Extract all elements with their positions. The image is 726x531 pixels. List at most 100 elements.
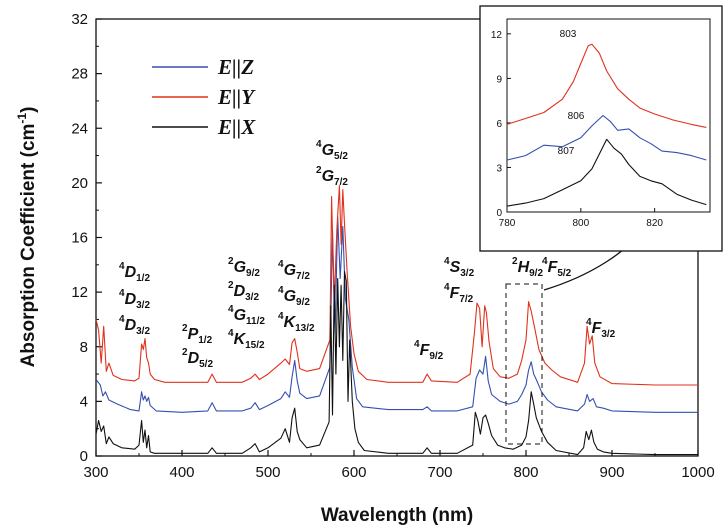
- transition-label: 4D3/2: [119, 314, 150, 337]
- transition-label: 4F3/2: [586, 317, 616, 340]
- transition-label-j: 3/2: [136, 300, 150, 311]
- transition-label-term: G: [234, 307, 246, 324]
- transition-label-term: G: [322, 142, 334, 159]
- inset-plot: 780 800 820 0 3 6 9 12 803 806 807: [479, 5, 723, 252]
- y-tick-label: 28: [71, 66, 88, 83]
- transition-label-j: 3/2: [460, 268, 474, 279]
- transition-label-term: K: [234, 331, 247, 348]
- transition-label: 4G9/2: [278, 285, 310, 308]
- transition-label-multiplicity: 2: [182, 323, 188, 334]
- transition-label-j: 11/2: [246, 316, 265, 327]
- transition-label-j: 5/2: [334, 151, 348, 162]
- transition-label-j: 3/2: [245, 292, 259, 303]
- transition-label: 2P1/2: [182, 323, 213, 346]
- transition-label-j: 1/2: [136, 273, 150, 284]
- transition-label-multiplicity: 4: [586, 317, 592, 328]
- inset-series-line-2: [506, 138, 707, 207]
- transition-label: 2G9/2: [228, 256, 260, 279]
- transition-label-multiplicity: 2: [512, 256, 518, 267]
- x-tick-label: 900: [599, 464, 624, 481]
- transition-label-multiplicity: 4: [444, 282, 450, 293]
- transition-label-term: G: [284, 288, 296, 305]
- inset-peak-labels: 803 806 807: [558, 29, 585, 157]
- transition-label-j: 9/2: [296, 297, 310, 308]
- transition-label-j: 3/2: [136, 326, 150, 337]
- transition-label-term: G: [322, 168, 334, 185]
- x-tick-label: 600: [341, 464, 366, 481]
- x-tick-labels: 300 400 500 600 700 800 900 1000: [83, 464, 714, 481]
- transition-label: 4G7/2: [278, 259, 310, 282]
- transition-label-multiplicity: 4: [278, 259, 284, 270]
- y-axis-title: Absorption Coefficient (cm-1): [15, 107, 39, 368]
- inset-y-tick-label: 6: [496, 119, 502, 130]
- series-line-2: [95, 271, 698, 456]
- inset-series-line-0: [506, 43, 707, 128]
- transition-label-j: 5/2: [199, 359, 213, 370]
- transition-label-term: P: [188, 326, 199, 343]
- y-tick-labels: 0 4 8 12 16 20 24 28 32: [71, 11, 88, 465]
- series-line-0: [95, 216, 698, 413]
- transition-label: 4K13/2: [278, 311, 315, 334]
- x-tick-label: 500: [255, 464, 280, 481]
- transition-label-j: 9/2: [529, 268, 543, 279]
- transition-label-multiplicity: 4: [542, 256, 548, 267]
- transition-label: 4F9/2: [414, 339, 444, 362]
- transition-label-multiplicity: 4: [228, 304, 234, 315]
- inset-x-tick-label: 780: [499, 218, 516, 229]
- inset-y-tick-label: 9: [496, 74, 502, 85]
- inset-peak-label: 806: [568, 111, 585, 122]
- transition-label-j: 13/2: [295, 323, 315, 334]
- inset-y-tick-label: 12: [491, 30, 503, 41]
- transition-label-multiplicity: 4: [414, 339, 420, 350]
- y-tick-label: 0: [80, 448, 88, 465]
- transition-label-j: 7/2: [459, 294, 473, 305]
- y-axis-title-close: ): [18, 107, 39, 113]
- transition-label-term: D: [188, 350, 200, 367]
- transition-label-j: 9/2: [429, 351, 443, 362]
- transition-label-term: F: [548, 259, 559, 276]
- transition-label-j: 3/2: [601, 329, 615, 340]
- y-tick-label: 32: [71, 11, 88, 28]
- inset-series-lines: [506, 43, 707, 207]
- zoom-region-box: [505, 283, 543, 445]
- inset-x-tick-label: 820: [646, 218, 663, 229]
- transition-label-j: 9/2: [246, 268, 260, 279]
- transition-label-multiplicity: 2: [228, 280, 234, 291]
- transition-label: 4G5/2: [316, 139, 348, 162]
- transition-label: 4G11/2: [228, 304, 265, 327]
- transition-label-j: 1/2: [198, 335, 212, 346]
- inset-y-tick-label: 0: [496, 208, 502, 219]
- transition-label-term: H: [518, 259, 530, 276]
- series-line-1: [95, 185, 698, 386]
- x-tick-label: 800: [513, 464, 538, 481]
- inset-y-tick-label: 3: [496, 163, 502, 174]
- transition-label: 4D1/2: [119, 261, 150, 284]
- transition-label: 4K15/2: [228, 328, 265, 351]
- x-tick-label: 700: [427, 464, 452, 481]
- transition-label: 4D3/2: [119, 288, 150, 311]
- transition-label-term: G: [234, 259, 246, 276]
- transition-label-term: F: [592, 320, 603, 337]
- transition-label-term: K: [284, 314, 297, 331]
- transition-label-multiplicity: 4: [119, 314, 125, 325]
- inset-axis-ticks: 780 800 820 0 3 6 9 12: [491, 30, 664, 229]
- x-tick-label: 300: [83, 464, 108, 481]
- inset-background: [479, 5, 723, 252]
- x-tick-label: 1000: [681, 464, 714, 481]
- transition-label-term: D: [125, 291, 137, 308]
- transition-label-multiplicity: 4: [119, 261, 125, 272]
- transition-label-j: 7/2: [334, 177, 348, 188]
- transition-label: 2D5/2: [182, 347, 213, 370]
- transition-label: 4S3/2: [444, 256, 475, 279]
- y-tick-label: 20: [71, 175, 88, 192]
- transition-label: 2H9/2: [512, 256, 543, 279]
- y-tick-label: 12: [71, 284, 88, 301]
- transition-label-term: D: [125, 317, 137, 334]
- transition-label-term: S: [450, 259, 461, 276]
- transition-label-j: 15/2: [245, 340, 265, 351]
- transition-label-term: F: [450, 285, 461, 302]
- transition-label: 4F7/2: [444, 282, 474, 305]
- legend-label-x: E||X: [217, 115, 256, 139]
- inset-series-line-1: [506, 114, 707, 161]
